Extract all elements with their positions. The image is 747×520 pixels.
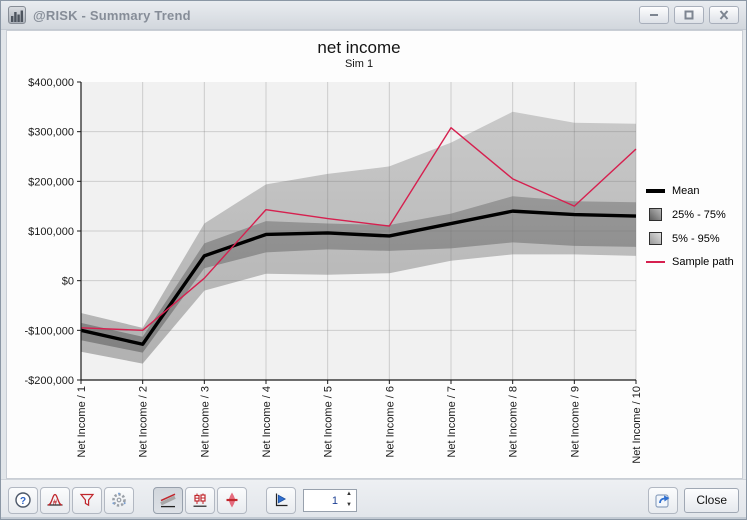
legend-label: 5% - 95%: [672, 232, 720, 245]
box-plot-button[interactable]: [185, 486, 215, 514]
settings-button[interactable]: [104, 486, 134, 514]
window-controls: [639, 6, 739, 24]
maximize-icon: [684, 10, 694, 20]
help-button[interactable]: ?: [8, 486, 38, 514]
legend-label: 25% - 75%: [672, 208, 726, 221]
filter-icon: [79, 493, 95, 507]
inner-band-swatch: [646, 208, 665, 221]
animate-button[interactable]: [266, 486, 296, 514]
legend-label: Mean: [672, 185, 700, 197]
outer-band-swatch: [646, 232, 665, 245]
filter-button[interactable]: [72, 486, 102, 514]
svg-text:?: ?: [20, 496, 26, 507]
close-button[interactable]: Close: [684, 487, 739, 513]
spinner-up-button[interactable]: ▲: [342, 490, 356, 501]
legend-item-outer-band: 5% - 95%: [646, 232, 734, 245]
minimize-button[interactable]: [639, 6, 669, 24]
chart-panel: [6, 30, 743, 479]
trend-bands-button[interactable]: [153, 486, 183, 514]
help-icon: ?: [15, 492, 31, 508]
legend-label: Sample path: [672, 256, 734, 268]
settings-gear-icon: [112, 492, 126, 507]
window-titlebar: @RISK - Summary Trend: [1, 1, 746, 30]
spinner-down-button[interactable]: ▼: [342, 500, 356, 511]
animate-play-icon: [275, 493, 288, 507]
mean-line-swatch: [646, 189, 665, 193]
close-window-button[interactable]: [709, 6, 739, 24]
legend-item-sample-path: Sample path: [646, 256, 734, 268]
legend-item-mean: Mean: [646, 185, 734, 197]
chart-legend: Mean 25% - 75% 5% - 95% Sample path: [646, 185, 734, 268]
svg-text:#: #: [53, 498, 58, 507]
sim-number-spinner[interactable]: 1 ▲ ▼: [303, 488, 357, 512]
chart-title: net income: [317, 38, 401, 57]
sim-number-value: 1: [331, 494, 338, 507]
spinner-arrows: ▲ ▼: [342, 490, 356, 511]
export-button[interactable]: [648, 486, 679, 514]
distribution-band-icon: [226, 492, 238, 508]
minimize-icon: [650, 14, 658, 16]
chart-subtitle: Sim 1: [344, 58, 374, 70]
box-plot-icon: [193, 493, 207, 507]
app-bar-chart-icon: [8, 6, 26, 24]
window-title: @RISK - Summary Trend: [33, 7, 191, 23]
trend-bands-icon: [160, 493, 176, 508]
sample-path-swatch: [646, 261, 665, 263]
legend-item-inner-band: 25% - 75%: [646, 208, 734, 221]
distribution-button[interactable]: #: [40, 486, 70, 514]
bottom-toolbar: ? #: [1, 479, 746, 519]
distribution-icon: #: [47, 493, 63, 507]
maximize-button[interactable]: [674, 6, 704, 24]
close-icon: [719, 10, 729, 20]
distribution-band-button[interactable]: [217, 486, 247, 514]
export-icon: [655, 494, 670, 508]
